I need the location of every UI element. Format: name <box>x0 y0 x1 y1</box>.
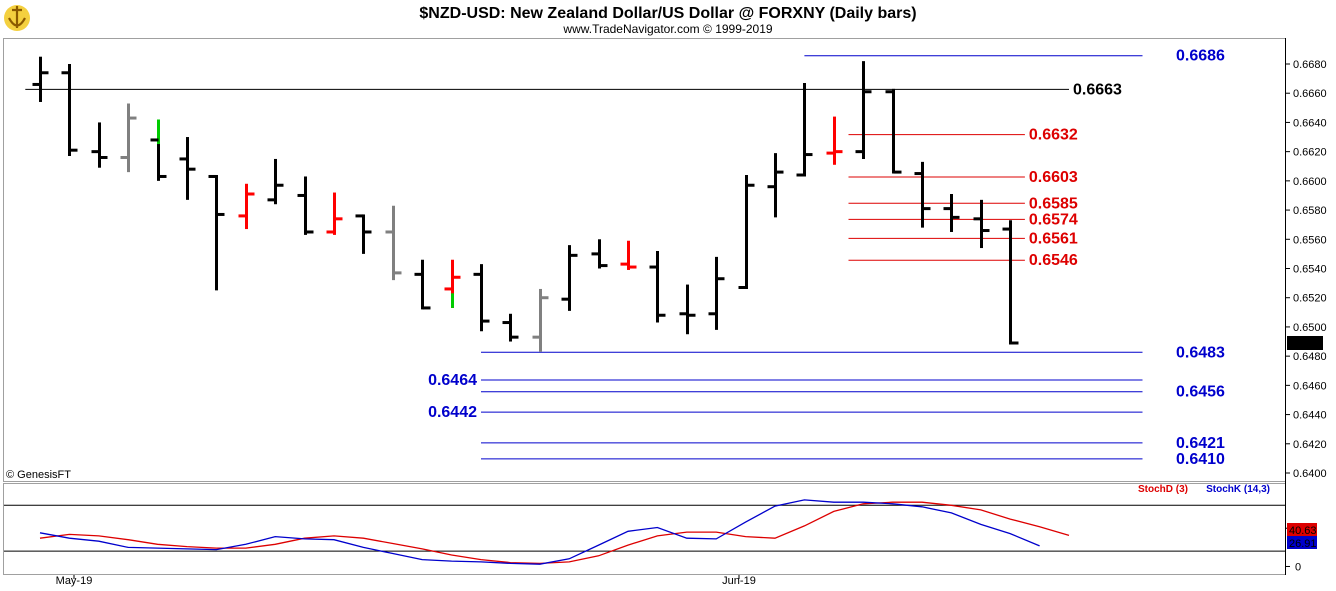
level-label: 0.6464 <box>428 372 477 389</box>
ohlc-bar <box>885 88 902 174</box>
stoch-d-legend: StochD (3) <box>1138 484 1188 495</box>
stoch-series-line <box>39 499 1040 565</box>
stoch-last-tag <box>1287 523 1317 536</box>
ohlc-bar <box>532 288 549 352</box>
date-axis: May-19 Jun-19 <box>56 575 756 587</box>
ohlc-bar <box>826 116 843 165</box>
level-label: 0.6410 <box>1176 451 1225 468</box>
price-tick-label: 0.6480 <box>1293 351 1327 363</box>
ohlc-bar <box>355 214 372 254</box>
stoch-tick-label: 0 <box>1295 561 1301 573</box>
ohlc-bar <box>267 158 284 205</box>
ohlc-bar <box>1002 220 1019 345</box>
price-tick-label: 0.6420 <box>1293 439 1327 451</box>
level-label: 0.6574 <box>1029 211 1078 228</box>
price-tick-label: 0.6520 <box>1293 293 1327 305</box>
level-label: 0.6632 <box>1029 127 1078 144</box>
ohlc-bar <box>679 284 696 335</box>
level-label: 0.6686 <box>1176 48 1225 65</box>
price-tick-label: 0.6660 <box>1293 88 1327 100</box>
ohlc-bar <box>708 256 725 330</box>
price-tick-label: 0.6640 <box>1293 117 1327 129</box>
last-price-label: 0.6489 <box>1289 338 1323 350</box>
level-label: 0.6442 <box>428 404 477 421</box>
price-tick-label: 0.6460 <box>1293 380 1327 392</box>
ohlc-bar <box>561 245 578 311</box>
stoch-last-tag <box>1287 536 1317 549</box>
level-label: 0.6546 <box>1029 252 1078 269</box>
level-label: 0.6585 <box>1029 195 1078 212</box>
price-tick-label: 0.6580 <box>1293 205 1327 217</box>
price-axis: 0.6680 0.6660 0.6640 0.6620 0.6600 0.6580 0.65… <box>1285 59 1327 480</box>
ohlc-bar <box>444 259 461 308</box>
ohlc-bar <box>649 250 666 323</box>
ohlc-bar <box>973 199 990 249</box>
stoch-series-line <box>39 501 1070 565</box>
ohlc-bar <box>91 122 108 168</box>
price-tick-label: 0.6680 <box>1293 59 1327 71</box>
price-tick-label: 0.6600 <box>1293 176 1327 188</box>
ohlc-bar <box>473 264 490 332</box>
ohlc-bar <box>326 192 343 235</box>
ohlc-bar <box>943 194 960 232</box>
price-tick-label: 0.6400 <box>1293 468 1327 480</box>
date-tick-label: May-19 <box>56 575 93 587</box>
last-price-tag <box>1287 335 1323 350</box>
ohlc-bar <box>120 103 137 173</box>
date-tick-label: Jun-19 <box>722 575 756 587</box>
ohlc-bar <box>208 174 225 291</box>
ohlc-bars <box>32 56 1019 352</box>
price-tick-label: 0.6540 <box>1293 264 1327 276</box>
ohlc-bar <box>914 161 931 228</box>
ohlc-bar <box>238 183 255 230</box>
ohlc-bar <box>385 205 402 281</box>
ohlc-bar <box>297 176 314 235</box>
ohlc-bar <box>855 61 872 159</box>
ohlc-bar <box>620 240 637 270</box>
level-label: 0.6561 <box>1029 230 1078 247</box>
ohlc-bar <box>591 239 608 269</box>
ohlc-bar <box>179 137 196 200</box>
chart-title: $NZD-USD: New Zealand Dollar/US Dollar @… <box>419 5 916 22</box>
level-label: 0.6663 <box>1073 81 1122 98</box>
ohlc-bar <box>414 259 431 310</box>
level-label: 0.6603 <box>1029 169 1078 186</box>
level-label: 0.6456 <box>1176 384 1225 401</box>
copyright-label: © GenesisFT <box>6 469 71 481</box>
ohlc-bar <box>61 64 78 157</box>
logo-icon <box>4 5 30 31</box>
stoch-last-value: 26.91 <box>1289 538 1317 550</box>
price-panel <box>3 38 1286 482</box>
ohlc-bar <box>738 175 755 289</box>
chart-subtitle: www.TradeNavigator.com © 1999-2019 <box>562 22 772 36</box>
price-tick-label: 0.6620 <box>1293 147 1327 159</box>
ohlc-bar <box>502 313 519 342</box>
ohlc-bar <box>150 119 167 181</box>
price-tick-label: 0.6560 <box>1293 234 1327 246</box>
ohlc-bar <box>767 153 784 218</box>
stoch-last-value: 40.63 <box>1289 525 1317 537</box>
stoch-k-legend: StochK (14,3) <box>1206 484 1270 495</box>
level-label: 0.6421 <box>1176 435 1225 452</box>
ohlc-bar <box>796 82 813 177</box>
level-label: 0.6483 <box>1176 344 1225 361</box>
price-tick-label: 0.6440 <box>1293 410 1327 422</box>
price-tick-label: 0.6500 <box>1293 322 1327 334</box>
ohlc-bar <box>32 56 49 102</box>
